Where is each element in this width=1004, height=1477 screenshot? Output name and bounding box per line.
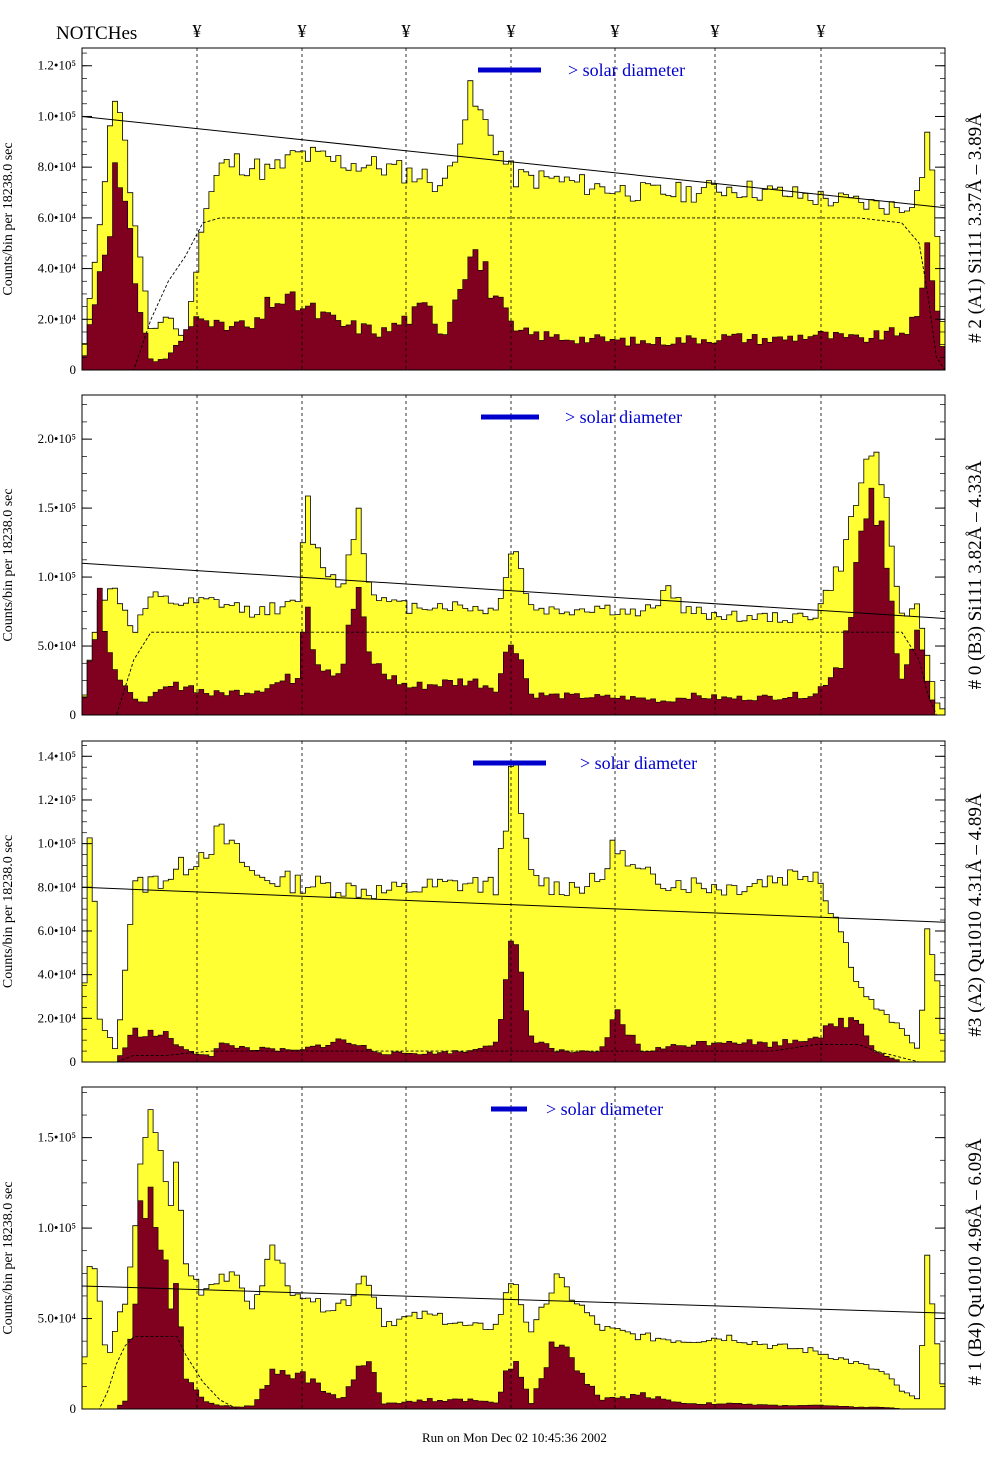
plot-frame: [81, 740, 946, 1063]
panel-1: 0 5.0•10⁴ 1.0•10⁵ 1.5•10⁵ 2.0•10⁵ Counts/bin …: [1, 394, 986, 722]
panel-0: 0 2.0•10⁴ 4.0•10⁴ 6.0•10⁴ 8.0•10⁴ 1.0•10⁵ 1.2•…: [1, 47, 986, 377]
y-tick-label: 1.2•10⁵: [38, 792, 76, 807]
y-tick-label: 5.0•10⁴: [38, 1311, 77, 1326]
notch-symbol: ¥: [711, 21, 720, 41]
notch-symbol: ¥: [193, 21, 202, 41]
y-axis-label: Counts/bin per 18238.0 sec: [1, 142, 16, 295]
notch-marks: ¥ ¥ ¥ ¥ ¥ ¥ ¥: [193, 21, 826, 41]
notch-symbol: ¥: [611, 21, 620, 41]
y-tick-label: 1.0•10⁵: [38, 108, 76, 123]
model-line: [81, 1285, 946, 1314]
instrument-profile-line: [82, 217, 946, 371]
y-tick-label: 0: [70, 707, 77, 722]
component-histogram: [81, 162, 946, 371]
y-tick-label: 0: [70, 362, 77, 377]
y-tick-label: 8.0•10⁴: [38, 159, 77, 174]
y-tick-label: 2.0•10⁵: [38, 431, 76, 446]
y-tick-label: 1.5•10⁵: [38, 500, 76, 515]
y-tick-label: 0: [70, 1054, 77, 1069]
notch-symbol: ¥: [507, 21, 516, 41]
instrument-profile-line: [82, 1044, 945, 1063]
notch-symbol: ¥: [402, 21, 411, 41]
y-tick-label: 4.0•10⁴: [38, 967, 77, 982]
solar-diameter-label: > solar diameter: [565, 407, 682, 427]
notch-symbol: ¥: [817, 21, 826, 41]
instrument-profile-line: [82, 631, 945, 716]
y-tick-label: 1.0•10⁵: [38, 836, 76, 851]
total-histogram: [81, 80, 946, 371]
model-line: [81, 115, 946, 209]
plot-frame: [81, 47, 946, 371]
panel-range-label: # 1 (B4) Qu1010 4.96Å – 6.09Å: [965, 1138, 986, 1385]
panel-range-label: #3 (A2) Qu1010 4.31Å – 4.89Å: [965, 793, 986, 1037]
notch-symbol: ¥: [298, 21, 307, 41]
solar-diameter-label: > solar diameter: [580, 753, 697, 773]
y-tick-label: 2.0•10⁴: [38, 1010, 77, 1025]
notches-label: NOTCHes: [56, 23, 137, 44]
panels: 0 2.0•10⁴ 4.0•10⁴ 6.0•10⁴ 8.0•10⁴ 1.0•10⁵ 1.2•…: [1, 47, 986, 1416]
y-tick-label: 1.4•10⁵: [38, 748, 76, 763]
panel-range-label: # 2 (A1) Si111 3.37Å – 3.89Å: [965, 113, 986, 343]
y-tick-label: 1.0•10⁵: [38, 569, 76, 584]
y-tick-label: 5.0•10⁴: [38, 638, 77, 653]
plot-frame: [81, 394, 946, 716]
y-tick-label: 6.0•10⁴: [38, 923, 77, 938]
panel-3: 0 5.0•10⁴ 1.0•10⁵ 1.5•10⁵ Counts/bin per 182…: [1, 1086, 986, 1416]
y-tick-label: 1.2•10⁵: [38, 58, 76, 73]
model-line: [81, 886, 946, 923]
solar-diameter-label: > solar diameter: [546, 1099, 663, 1119]
total-histogram: [81, 1109, 946, 1410]
model-line: [81, 562, 946, 619]
component-histogram: [82, 1186, 945, 1410]
y-axis-label: Counts/bin per 18238.0 sec: [1, 488, 16, 641]
panel-range-label: # 0 (B3) Si111 3.82Å – 4.33Å: [965, 460, 986, 689]
y-tick-label: 1.0•10⁵: [38, 1220, 76, 1235]
plot-frame: [81, 1086, 946, 1410]
y-tick-label: 6.0•10⁴: [38, 210, 77, 225]
component-histogram: [81, 487, 945, 716]
component-histogram: [82, 940, 945, 1063]
y-tick-label: 8.0•10⁴: [38, 879, 77, 894]
y-tick-label: 2.0•10⁴: [38, 311, 77, 326]
y-axis-label: Counts/bin per 18238.0 sec: [1, 1181, 16, 1334]
y-axis-label: Counts/bin per 18238.0 sec: [1, 835, 16, 988]
y-tick-label: 4.0•10⁴: [38, 261, 77, 276]
run-footer: Run on Mon Dec 02 10:45:36 2002: [422, 1430, 607, 1445]
total-histogram: [81, 451, 946, 716]
panel-2: 0 2.0•10⁴ 4.0•10⁴ 6.0•10⁴ 8.0•10⁴ 1.0•10⁵ 1.2•…: [1, 740, 986, 1069]
solar-diameter-label: > solar diameter: [568, 60, 685, 80]
y-tick-label: 1.5•10⁵: [38, 1130, 76, 1145]
y-tick-label: 0: [70, 1401, 77, 1416]
